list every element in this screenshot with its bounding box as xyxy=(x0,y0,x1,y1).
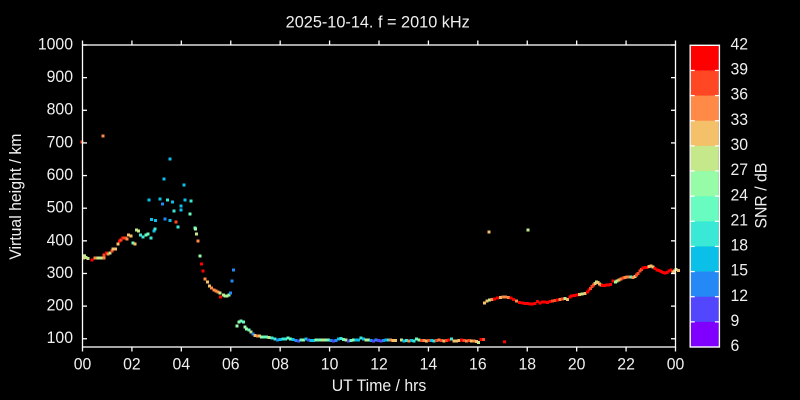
svg-text:10: 10 xyxy=(321,355,339,373)
svg-text:600: 600 xyxy=(47,166,73,184)
svg-text:1000: 1000 xyxy=(38,35,73,53)
svg-text:UT Time / hrs: UT Time / hrs xyxy=(332,377,427,395)
svg-text:18: 18 xyxy=(731,236,749,254)
svg-text:20: 20 xyxy=(568,355,586,373)
svg-text:400: 400 xyxy=(47,231,73,249)
svg-text:12: 12 xyxy=(731,287,749,305)
svg-text:00: 00 xyxy=(74,355,92,373)
svg-text:Virtual height / km: Virtual height / km xyxy=(7,134,25,260)
svg-text:12: 12 xyxy=(370,355,388,373)
svg-text:08: 08 xyxy=(271,355,289,373)
svg-text:9: 9 xyxy=(731,312,740,330)
svg-text:42: 42 xyxy=(731,35,749,53)
svg-text:36: 36 xyxy=(731,85,749,103)
svg-text:27: 27 xyxy=(731,161,749,179)
svg-text:16: 16 xyxy=(469,355,487,373)
svg-text:24: 24 xyxy=(731,186,749,204)
svg-text:00: 00 xyxy=(667,355,685,373)
svg-text:30: 30 xyxy=(731,136,749,154)
svg-text:14: 14 xyxy=(420,355,438,373)
svg-text:200: 200 xyxy=(47,296,73,314)
svg-text:500: 500 xyxy=(47,198,73,216)
svg-text:18: 18 xyxy=(518,355,536,373)
svg-text:6: 6 xyxy=(731,337,740,355)
svg-text:39: 39 xyxy=(731,60,749,78)
svg-text:700: 700 xyxy=(47,133,73,151)
svg-text:22: 22 xyxy=(617,355,635,373)
svg-text:SNR / dB: SNR / dB xyxy=(752,163,770,229)
svg-text:300: 300 xyxy=(47,264,73,282)
svg-text:06: 06 xyxy=(222,355,240,373)
svg-text:04: 04 xyxy=(173,355,191,373)
svg-text:15: 15 xyxy=(731,261,749,279)
svg-text:2025-10-14. f = 2010 kHz: 2025-10-14. f = 2010 kHz xyxy=(286,12,470,31)
svg-text:800: 800 xyxy=(47,100,73,118)
svg-text:900: 900 xyxy=(47,68,73,86)
svg-text:33: 33 xyxy=(731,111,749,129)
svg-text:02: 02 xyxy=(123,355,141,373)
svg-text:100: 100 xyxy=(47,329,73,347)
svg-text:21: 21 xyxy=(731,211,749,229)
